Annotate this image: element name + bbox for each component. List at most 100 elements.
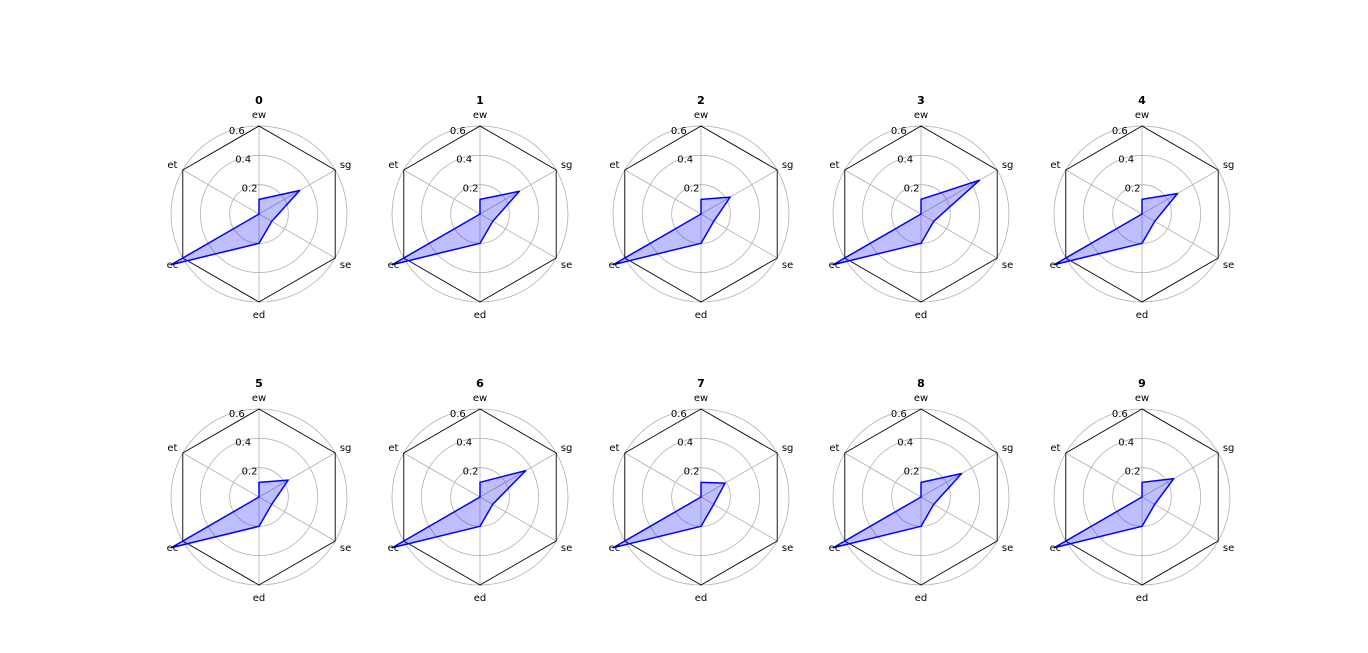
spoke-line [182, 169, 260, 215]
radar-chart-4: 0.2 0.4 0.6 ew sg se ed ec et 4 [1050, 94, 1235, 321]
rtick-label: 0.6 [891, 409, 907, 420]
frame-hexagon [844, 408, 998, 586]
rtick-label: 0.2 [904, 183, 920, 194]
axis-label-sg: sg [340, 443, 352, 454]
radar-chart-5: 0.2 0.4 0.6 ew sg se ed ec et 5 [167, 377, 352, 604]
rtick-label: 0.4 [235, 155, 251, 166]
spoke-line [1141, 452, 1219, 498]
axis-label-ew: ew [252, 393, 266, 404]
subplot-title: 6 [476, 377, 484, 390]
series-area [832, 472, 963, 549]
axis-label-ec: ec [1050, 260, 1062, 271]
axis-label-et: et [167, 443, 177, 454]
spoke-line [844, 452, 922, 498]
series-area [170, 189, 301, 266]
axis-label-sg: sg [1002, 160, 1014, 171]
series-area [1053, 477, 1175, 549]
radar-chart-8: 0.2 0.4 0.6 ew sg se ed ec et 8 [829, 377, 1014, 604]
axis-label-ew: ew [694, 110, 708, 121]
spoke-line [624, 452, 702, 498]
spoke-line [1141, 169, 1219, 215]
axis-label-sg: sg [1223, 443, 1235, 454]
spoke-line [258, 452, 336, 498]
series-area [391, 190, 521, 266]
rtick-label: 0.6 [229, 126, 245, 137]
axis-label-ew: ew [473, 110, 487, 121]
rtick-label: 0.6 [671, 126, 687, 137]
axis-label-se: se [340, 260, 351, 271]
frame-hexagon [182, 408, 336, 586]
axis-label-et: et [388, 160, 398, 171]
rtick-label: 0.4 [235, 438, 251, 449]
axis-label-se: se [1002, 543, 1013, 554]
rtick-label: 0.6 [1112, 409, 1128, 420]
rtick-label: 0.4 [677, 438, 693, 449]
axis-label-ec: ec [167, 260, 179, 271]
axis-label-ec: ec [829, 543, 841, 554]
radar-chart-1: 0.2 0.4 0.6 ew sg se ed ec et 1 [388, 94, 573, 321]
axis-label-ew: ew [1135, 393, 1149, 404]
series-area [832, 179, 981, 266]
axis-label-ed: ed [695, 593, 708, 604]
axis-label-ec: ec [167, 543, 179, 554]
axis-label-se: se [561, 260, 572, 271]
rtick-label: 0.2 [684, 183, 700, 194]
spoke-line [920, 169, 998, 215]
axis-label-et: et [609, 160, 619, 171]
spoke-line [1065, 452, 1143, 498]
axis-label-ew: ew [694, 393, 708, 404]
axis-label-sg: sg [782, 443, 794, 454]
axis-label-et: et [167, 160, 177, 171]
rtick-label: 0.2 [1125, 466, 1141, 477]
axis-label-ec: ec [609, 543, 621, 554]
series-area [170, 479, 289, 549]
rtick-label: 0.2 [1125, 183, 1141, 194]
rtick-label: 0.4 [456, 155, 472, 166]
rtick-label: 0.6 [450, 126, 466, 137]
rtick-label: 0.2 [242, 466, 258, 477]
axis-label-ed: ed [474, 310, 487, 321]
axis-label-ew: ew [914, 110, 928, 121]
rtick-label: 0.2 [684, 466, 700, 477]
axis-label-se: se [1002, 260, 1013, 271]
rtick-label: 0.2 [242, 183, 258, 194]
axis-label-et: et [829, 160, 839, 171]
axis-label-ed: ed [915, 310, 928, 321]
radar-chart-2: 0.2 0.4 0.6 ew sg se ed ec et 2 [609, 94, 794, 321]
frame-hexagon [403, 125, 557, 303]
subplot-title: 2 [697, 94, 705, 107]
rtick-label: 0.4 [677, 155, 693, 166]
axis-label-sg: sg [1002, 443, 1014, 454]
axis-label-se: se [782, 260, 793, 271]
axis-label-ec: ec [1050, 543, 1062, 554]
subplot-title: 3 [917, 94, 925, 107]
series-area [612, 481, 726, 549]
rtick-label: 0.4 [456, 438, 472, 449]
spoke-line [258, 169, 336, 215]
series-area [391, 469, 527, 549]
rtick-label: 0.2 [463, 466, 479, 477]
rtick-label: 0.2 [463, 183, 479, 194]
rtick-label: 0.6 [1112, 126, 1128, 137]
axis-label-ed: ed [474, 593, 487, 604]
rtick-label: 0.6 [891, 126, 907, 137]
axis-label-et: et [1050, 443, 1060, 454]
axis-label-sg: sg [340, 160, 352, 171]
frame-hexagon [1065, 408, 1219, 586]
axis-label-ed: ed [915, 593, 928, 604]
series-area [1053, 192, 1179, 266]
frame-hexagon [844, 125, 998, 303]
axis-label-se: se [782, 543, 793, 554]
spoke-line [920, 452, 998, 498]
subplot-title: 1 [476, 94, 484, 107]
axis-label-ed: ed [1136, 310, 1149, 321]
subplot-title: 0 [255, 94, 263, 107]
axis-label-ed: ed [695, 310, 708, 321]
spoke-line [624, 169, 702, 215]
rtick-label: 0.6 [229, 409, 245, 420]
rtick-label: 0.4 [897, 155, 913, 166]
subplot-title: 9 [1138, 377, 1146, 390]
axis-label-ec: ec [829, 260, 841, 271]
